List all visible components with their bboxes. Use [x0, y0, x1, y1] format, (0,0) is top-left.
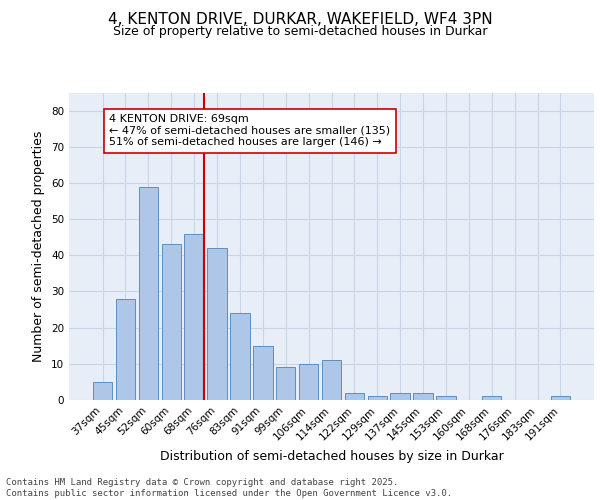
Bar: [436, 396, 455, 400]
Bar: [116, 298, 135, 400]
Bar: [161, 244, 181, 400]
Bar: [482, 396, 502, 400]
Bar: [344, 393, 364, 400]
Y-axis label: Number of semi-detached properties: Number of semi-detached properties: [32, 130, 46, 362]
X-axis label: Distribution of semi-detached houses by size in Durkar: Distribution of semi-detached houses by …: [160, 450, 503, 463]
Bar: [139, 186, 158, 400]
Text: 4 KENTON DRIVE: 69sqm
← 47% of semi-detached houses are smaller (135)
51% of sem: 4 KENTON DRIVE: 69sqm ← 47% of semi-deta…: [109, 114, 391, 148]
Text: Contains HM Land Registry data © Crown copyright and database right 2025.
Contai: Contains HM Land Registry data © Crown c…: [6, 478, 452, 498]
Bar: [208, 248, 227, 400]
Bar: [230, 313, 250, 400]
Text: 4, KENTON DRIVE, DURKAR, WAKEFIELD, WF4 3PN: 4, KENTON DRIVE, DURKAR, WAKEFIELD, WF4 …: [107, 12, 493, 28]
Bar: [391, 393, 410, 400]
Bar: [184, 234, 204, 400]
Bar: [253, 346, 272, 400]
Bar: [413, 393, 433, 400]
Bar: [299, 364, 319, 400]
Bar: [322, 360, 341, 400]
Text: Size of property relative to semi-detached houses in Durkar: Size of property relative to semi-detach…: [113, 25, 487, 38]
Bar: [551, 396, 570, 400]
Bar: [276, 368, 295, 400]
Bar: [368, 396, 387, 400]
Bar: [93, 382, 112, 400]
